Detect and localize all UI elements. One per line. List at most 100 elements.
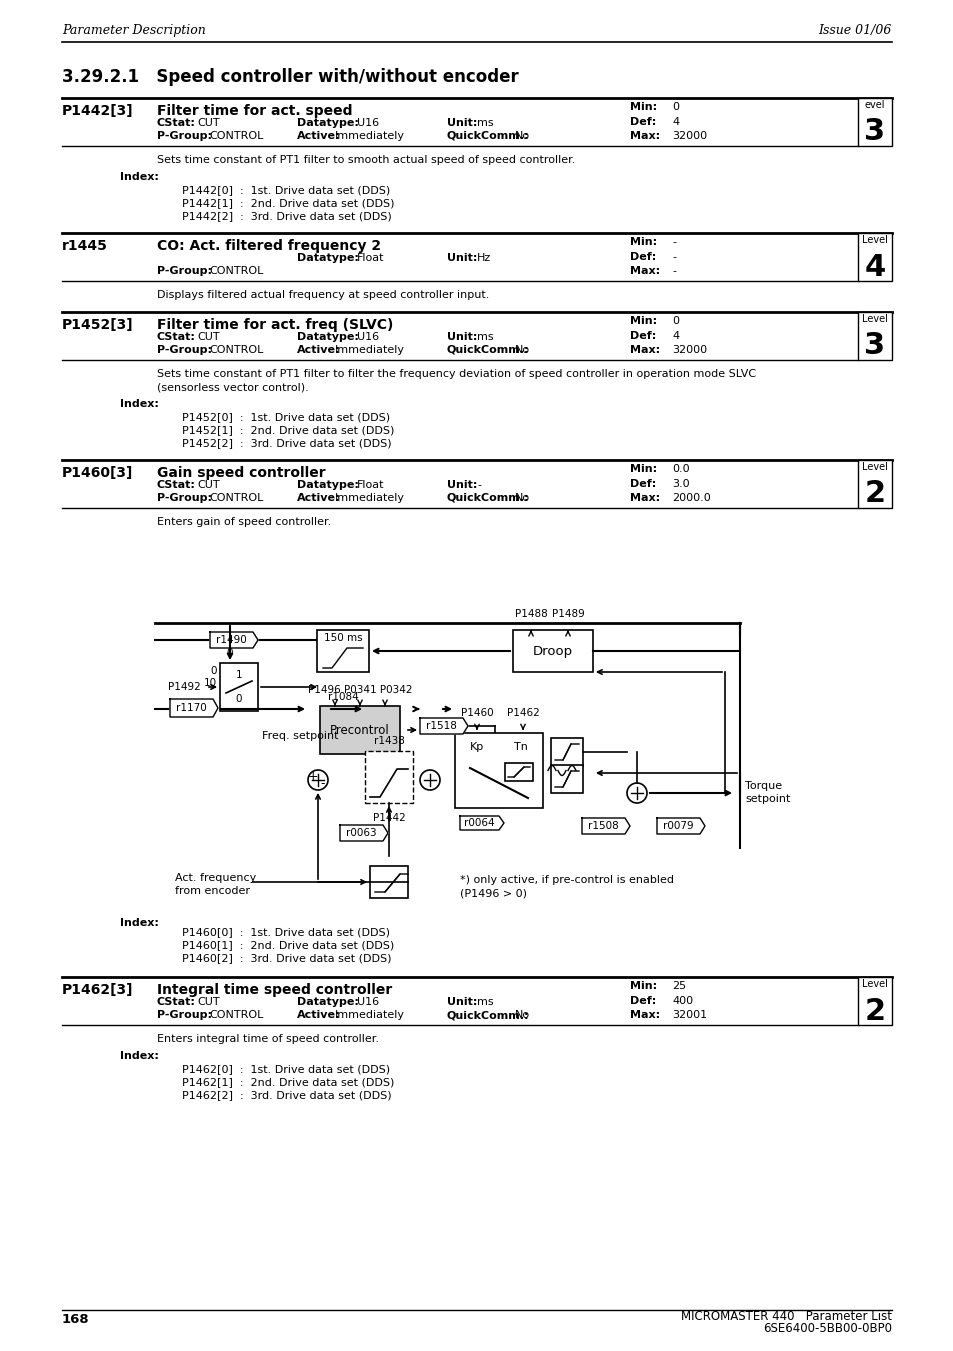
Text: Min:: Min:: [629, 236, 657, 247]
Text: r1084: r1084: [327, 692, 358, 703]
Text: P-Group:: P-Group:: [157, 345, 212, 355]
Bar: [857, 232, 891, 281]
Bar: [857, 977, 891, 1025]
Text: 10: 10: [204, 678, 216, 688]
Text: Min:: Min:: [629, 981, 657, 992]
Text: No: No: [515, 493, 530, 503]
Text: P1496 P0341 P0342: P1496 P0341 P0342: [308, 685, 412, 694]
Text: P-Group:: P-Group:: [157, 1011, 212, 1020]
Text: Def:: Def:: [629, 331, 656, 340]
Text: evel: evel: [863, 100, 884, 109]
Text: U16: U16: [356, 118, 378, 128]
Text: 150 ms: 150 ms: [323, 634, 362, 643]
Text: Freq. setpoint: Freq. setpoint: [261, 731, 338, 740]
Text: CUT: CUT: [196, 332, 219, 342]
Text: Level: Level: [862, 462, 887, 471]
Text: r0064: r0064: [464, 816, 496, 825]
Text: 0: 0: [211, 666, 216, 676]
Text: P1460: P1460: [460, 708, 493, 717]
Text: Def:: Def:: [629, 480, 656, 489]
Text: P1462[0]  :  1st. Drive data set (DDS): P1462[0] : 1st. Drive data set (DDS): [182, 1065, 390, 1074]
Text: 4: 4: [671, 331, 679, 340]
Polygon shape: [581, 817, 629, 834]
Text: CStat:: CStat:: [157, 480, 195, 490]
Text: P1442[0]  :  1st. Drive data set (DDS): P1442[0] : 1st. Drive data set (DDS): [182, 185, 390, 195]
Text: CUT: CUT: [196, 997, 219, 1006]
Text: Float: Float: [356, 480, 384, 490]
Text: setpoint: setpoint: [744, 794, 789, 804]
Text: Parameter Description: Parameter Description: [62, 24, 206, 36]
Text: P1460[3]: P1460[3]: [62, 466, 133, 480]
Text: Datatype:: Datatype:: [296, 997, 358, 1006]
Text: No: No: [515, 1011, 530, 1020]
Text: 0: 0: [671, 316, 679, 326]
Text: Datatype:: Datatype:: [296, 118, 358, 128]
Text: 4: 4: [671, 118, 679, 127]
Text: Unit:: Unit:: [447, 118, 476, 128]
Text: 32000: 32000: [671, 345, 706, 355]
Text: Index:: Index:: [120, 172, 159, 182]
Text: 4: 4: [863, 253, 884, 281]
Text: Precontrol: Precontrol: [330, 724, 390, 736]
Text: Max:: Max:: [629, 345, 659, 355]
Text: U16: U16: [356, 332, 378, 342]
Text: Displays filtered actual frequency at speed controller input.: Displays filtered actual frequency at sp…: [157, 290, 489, 300]
Text: Issue 01/06: Issue 01/06: [818, 24, 891, 36]
Text: 2: 2: [863, 997, 884, 1025]
Text: Filter time for act. freq (SLVC): Filter time for act. freq (SLVC): [157, 317, 393, 332]
Text: CUT: CUT: [196, 118, 219, 128]
Text: Unit:: Unit:: [447, 253, 476, 263]
Text: Max:: Max:: [629, 131, 659, 141]
Text: Level: Level: [862, 313, 887, 324]
Text: P1489: P1489: [551, 609, 584, 619]
Text: r1438: r1438: [374, 736, 404, 746]
Text: Max:: Max:: [629, 1011, 659, 1020]
Text: P1442[3]: P1442[3]: [62, 104, 133, 118]
Text: Tn: Tn: [514, 742, 527, 753]
Text: CStat:: CStat:: [157, 118, 195, 128]
Text: 0: 0: [235, 694, 242, 704]
Polygon shape: [419, 717, 468, 734]
Text: P1492: P1492: [168, 682, 200, 692]
Text: Datatype:: Datatype:: [296, 332, 358, 342]
Text: r0079: r0079: [662, 821, 693, 831]
Text: -: -: [476, 480, 480, 490]
Text: Active:: Active:: [296, 345, 340, 355]
Text: r0063: r0063: [346, 828, 376, 838]
Bar: [370, 866, 408, 898]
Text: Level: Level: [862, 235, 887, 245]
Text: Immediately: Immediately: [335, 345, 405, 355]
Bar: [220, 663, 257, 711]
Text: Unit:: Unit:: [447, 332, 476, 342]
Text: Sets time constant of PT1 filter to filter the frequency deviation of speed cont: Sets time constant of PT1 filter to filt…: [157, 369, 756, 380]
Text: CONTROL: CONTROL: [209, 131, 263, 141]
Text: P1462: P1462: [506, 708, 538, 717]
Polygon shape: [170, 698, 218, 717]
Polygon shape: [459, 816, 503, 830]
Text: r1445: r1445: [62, 239, 108, 253]
Text: No: No: [515, 345, 530, 355]
Text: QuickComm.:: QuickComm.:: [447, 131, 529, 141]
Bar: [365, 751, 413, 802]
Text: QuickComm.:: QuickComm.:: [447, 345, 529, 355]
Text: Filter time for act. speed: Filter time for act. speed: [157, 104, 352, 118]
Text: No: No: [515, 131, 530, 141]
Text: Immediately: Immediately: [335, 1011, 405, 1020]
Text: CONTROL: CONTROL: [209, 266, 263, 276]
Text: r1508: r1508: [587, 821, 618, 831]
Text: 2000.0: 2000.0: [671, 493, 710, 503]
Text: P-Group:: P-Group:: [157, 266, 212, 276]
Text: from encoder: from encoder: [174, 886, 250, 896]
Text: P1460[0]  :  1st. Drive data set (DDS): P1460[0] : 1st. Drive data set (DDS): [182, 927, 390, 938]
Text: 400: 400: [671, 996, 693, 1006]
Text: P1452[3]: P1452[3]: [62, 317, 133, 332]
Text: Float: Float: [356, 253, 384, 263]
Text: 3.29.2.1   Speed controller with/without encoder: 3.29.2.1 Speed controller with/without e…: [62, 68, 518, 86]
Text: Def:: Def:: [629, 118, 656, 127]
Text: P1442[1]  :  2nd. Drive data set (DDS): P1442[1] : 2nd. Drive data set (DDS): [182, 199, 395, 208]
Text: (sensorless vector control).: (sensorless vector control).: [157, 382, 309, 392]
Text: Hz: Hz: [476, 253, 491, 263]
Text: CStat:: CStat:: [157, 332, 195, 342]
Text: U16: U16: [356, 997, 378, 1006]
Text: CUT: CUT: [196, 480, 219, 490]
